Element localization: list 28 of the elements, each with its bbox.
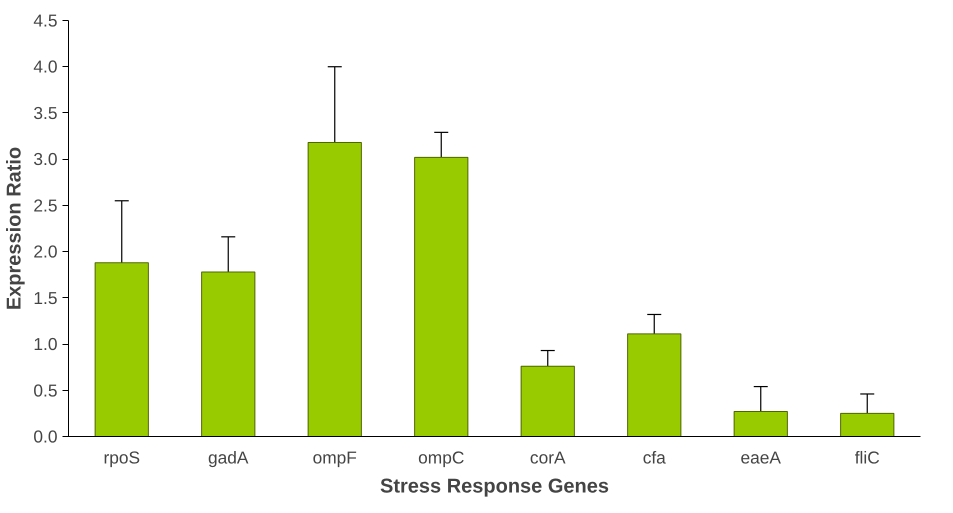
y-tick-label: 3.5 — [33, 102, 58, 123]
y-tick-label: 1.5 — [33, 288, 58, 308]
bar — [414, 156, 468, 436]
y-tick-label: 2.0 — [33, 242, 58, 262]
y-tick-label: 2.5 — [33, 195, 58, 216]
bar — [308, 142, 362, 436]
y-tick-label: 4.5 — [33, 10, 58, 30]
y-tick-label: 1.0 — [33, 334, 58, 354]
bar — [734, 411, 788, 436]
x-tick-label: cfa — [642, 448, 666, 468]
y-axis-title: Expression Ratio — [3, 146, 26, 310]
y-tick-label: 0.5 — [33, 380, 58, 400]
bar — [201, 271, 256, 436]
bar — [520, 366, 575, 436]
y-tick-label: 3.0 — [33, 149, 58, 170]
y-tick-label: 4.0 — [33, 56, 58, 77]
bar — [627, 333, 682, 436]
y-tick-label: 0.0 — [33, 426, 58, 446]
x-tick-label: ompC — [418, 448, 464, 468]
x-tick-label: eaeA — [740, 448, 782, 468]
x-tick-label: rpoS — [103, 448, 140, 468]
x-tick-label: ompF — [312, 448, 357, 468]
x-axis-title: Stress Response Genes — [380, 476, 610, 498]
x-tick-label: gadA — [208, 448, 249, 468]
x-tick-label: corA — [530, 448, 566, 468]
x-tick-label: fliC — [854, 448, 880, 468]
bar — [94, 262, 149, 436]
bar — [840, 412, 894, 436]
